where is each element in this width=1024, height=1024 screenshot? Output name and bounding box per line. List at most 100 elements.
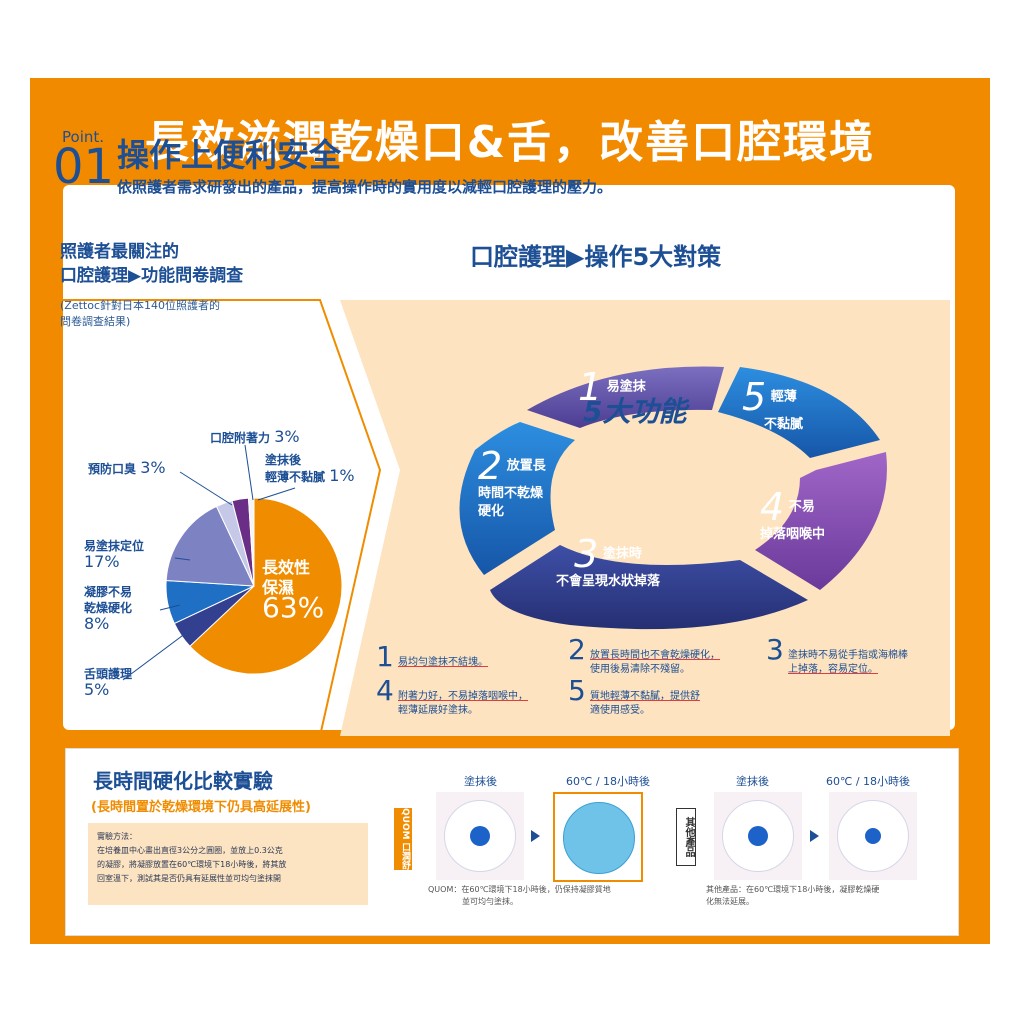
other-dish-before	[714, 792, 802, 880]
experiment-title: 長時間硬化比較實驗	[93, 769, 273, 793]
pie-label-thin: 塗抹後 輕薄不黏膩 1%	[265, 452, 355, 485]
method-text: 實驗方法： 在培養皿中心畫出直徑3公分之圓圈，並放上0.3公克 的凝膠，將凝膠放…	[97, 830, 367, 886]
note-2: 2 放置長時間也不會乾燥硬化， 使用後易清除不殘留。	[568, 636, 720, 677]
pie-label-odor-text: 預防口臭	[88, 462, 137, 476]
quom-dish-before	[436, 792, 524, 880]
segment-2-label: 2 放置長時間不乾燥硬化	[478, 447, 546, 521]
segment-2-number: 2	[478, 444, 503, 488]
other-arrow-icon	[810, 830, 819, 842]
survey-note-line2: 問卷調查結果)	[60, 315, 131, 328]
head-quom-60: 60℃ / 18小時後	[566, 775, 651, 788]
segment-4-line1: 不易	[788, 499, 815, 515]
headline: 長效滋潤乾燥口&舌，改善口腔環境	[144, 117, 876, 168]
method-line2: 的凝膠，將凝膠放置在60℃環境下18小時後，將其放	[97, 860, 287, 869]
head-other-60: 60℃ / 18小時後	[826, 775, 911, 788]
note-1: 1 易均勻塗抹不結塊。	[376, 643, 488, 671]
pie-label-odor-pct: 3%	[140, 458, 166, 477]
pie-label-moist: 長效性 保濕 63%	[262, 558, 325, 624]
segment-2-line2: 時間不乾燥	[478, 486, 544, 501]
segment-2-line1: 放置長	[506, 458, 546, 474]
survey-note-line1: (Zettoc針對日本140位照護者的	[60, 299, 220, 312]
head-quom-after: 塗抹後	[464, 775, 497, 788]
note-3: 3 塗抹時不易從手指或海棉棒 上掉落，容易定位。	[766, 636, 908, 677]
survey-title-line2: 口腔護理▶功能問卷調查	[60, 266, 244, 286]
point-number: 01	[53, 139, 115, 195]
note-2-line1: 放置長時間也不會乾燥硬化，	[590, 650, 720, 661]
method-box	[88, 823, 368, 905]
pie-label-hard-line1: 凝膠不易	[84, 585, 133, 599]
note-4-line2: 輕薄延展好塗抹。	[398, 705, 478, 716]
quom-tab: QUOM 口潤舒	[394, 808, 412, 870]
note-4: 4 附著力好，不易掉落咽喉中， 輕薄延展好塗抹。	[376, 677, 528, 718]
other-caption-line1: 其他產品：在60℃環境下18小時後，凝膠乾燥硬	[706, 885, 880, 894]
point-label: Point.	[62, 128, 105, 146]
pie-label-hard: 凝膠不易 乾燥硬化 8%	[84, 584, 132, 632]
pie-label-adhesion-text: 口腔附著力	[210, 431, 271, 445]
other-caption: 其他產品：在60℃環境下18小時後，凝膠乾燥硬 化無法延展。	[706, 884, 879, 908]
segment-5	[718, 367, 880, 458]
segment-2-line3: 硬化	[478, 504, 505, 519]
pie-slice-3	[165, 505, 255, 587]
pie-label-thin-line1: 塗抹後	[265, 453, 302, 467]
segment-1-label: 1 易塗抹	[578, 368, 646, 406]
note-2-number: 2	[568, 633, 586, 666]
quom-caption-line1: QUOM：在60℃環境下18小時後，仍保持凝膠質地	[428, 885, 611, 894]
point-subtitle: 依照護者需求研發出的產品，提高操作時的實用度以減輕口腔護理的壓力。	[117, 178, 613, 196]
survey-title: 照護者最關注的 口腔護理▶功能問卷調查	[60, 240, 243, 288]
pie-label-tongue: 舌頭護理 5%	[84, 666, 132, 698]
note-5: 5 質地輕薄不黏膩，提供舒 適使用感受。	[568, 677, 700, 718]
segment-5-label: 5 輕薄不黏膩	[742, 378, 803, 434]
pie-label-tongue-text: 舌頭護理	[84, 667, 133, 681]
other-caption-line2: 化無法延展。	[706, 897, 754, 906]
segment-5-number: 5	[742, 375, 767, 419]
note-3-number: 3	[766, 633, 784, 666]
segment-4-label: 4 不易掉落咽喉中	[760, 488, 825, 544]
head-other-after: 塗抹後	[736, 775, 769, 788]
pie-label-easy: 易塗抹定位 17%	[84, 538, 144, 570]
note-3-line1: 塗抹時不易從手指或海棉棒	[788, 650, 908, 661]
pie-label-odor: 預防口臭 3%	[88, 460, 166, 477]
note-3-line2: 上掉落，容易定位。	[788, 664, 878, 675]
pie-label-adhesion-pct: 3%	[274, 427, 300, 446]
note-5-line1: 質地輕薄不黏膩，提供舒	[590, 691, 700, 702]
pie-label-hard-pct: 8%	[84, 614, 110, 633]
method-line3: 回室溫下，測試其是否仍具有延展性並可均勻塗抹開	[97, 874, 281, 883]
method-title: 實驗方法：	[97, 832, 137, 841]
segment-1-number: 1	[578, 365, 603, 409]
quom-caption: QUOM：在60℃環境下18小時後，仍保持凝膠質地 並可均勻塗抹。	[428, 884, 611, 908]
segment-5-line2: 不黏膩	[764, 417, 804, 432]
pie-slice-0	[189, 497, 343, 675]
note-2-line2: 使用後易清除不殘留。	[590, 664, 690, 675]
quom-caption-line2: 並可均勻塗抹。	[462, 897, 518, 906]
pie-label-adhesion: 口腔附著力 3%	[210, 429, 300, 446]
note-4-line1: 附著力好，不易掉落咽喉中，	[398, 691, 528, 702]
pie-label-moist-pct: 63%	[262, 591, 325, 624]
method-line1: 在培養皿中心畫出直徑3公分之圓圈，並放上0.3公克	[97, 846, 283, 855]
pie-label-moist-line1: 長效性	[262, 558, 311, 577]
pie-label-thin-line2: 輕薄不黏膩	[265, 470, 326, 484]
survey-note: (Zettoc針對日本140位照護者的 問卷調查結果)	[60, 298, 220, 330]
segment-4-line2: 掉落咽喉中	[760, 527, 826, 542]
other-tab: 其他產品	[676, 808, 696, 866]
note-5-line2: 適使用感受。	[590, 705, 650, 716]
quom-arrow-icon	[531, 830, 540, 842]
other-dish-after	[829, 792, 917, 880]
segment-5-line1: 輕薄	[770, 389, 797, 405]
center-label: 5大功能	[583, 395, 687, 428]
pie-slice-6	[247, 497, 255, 587]
segment-4-number: 4	[760, 485, 785, 529]
segment-3-line1: 塗抹時	[602, 546, 642, 562]
segment-1-text: 易塗抹	[606, 379, 646, 395]
note-1-text: 易均勻塗抹不結塊。	[398, 657, 488, 668]
strategy-title: 口腔護理▶操作5大對策	[470, 243, 722, 271]
pie-chart	[165, 497, 343, 675]
segment-3	[490, 545, 808, 630]
pie-label-easy-pct: 17%	[84, 552, 120, 571]
pie-label-thin-pct: 1%	[329, 466, 355, 485]
segment-1	[527, 366, 724, 428]
segment-4	[755, 452, 887, 590]
pie-label-moist-line2: 保濕	[262, 578, 295, 597]
